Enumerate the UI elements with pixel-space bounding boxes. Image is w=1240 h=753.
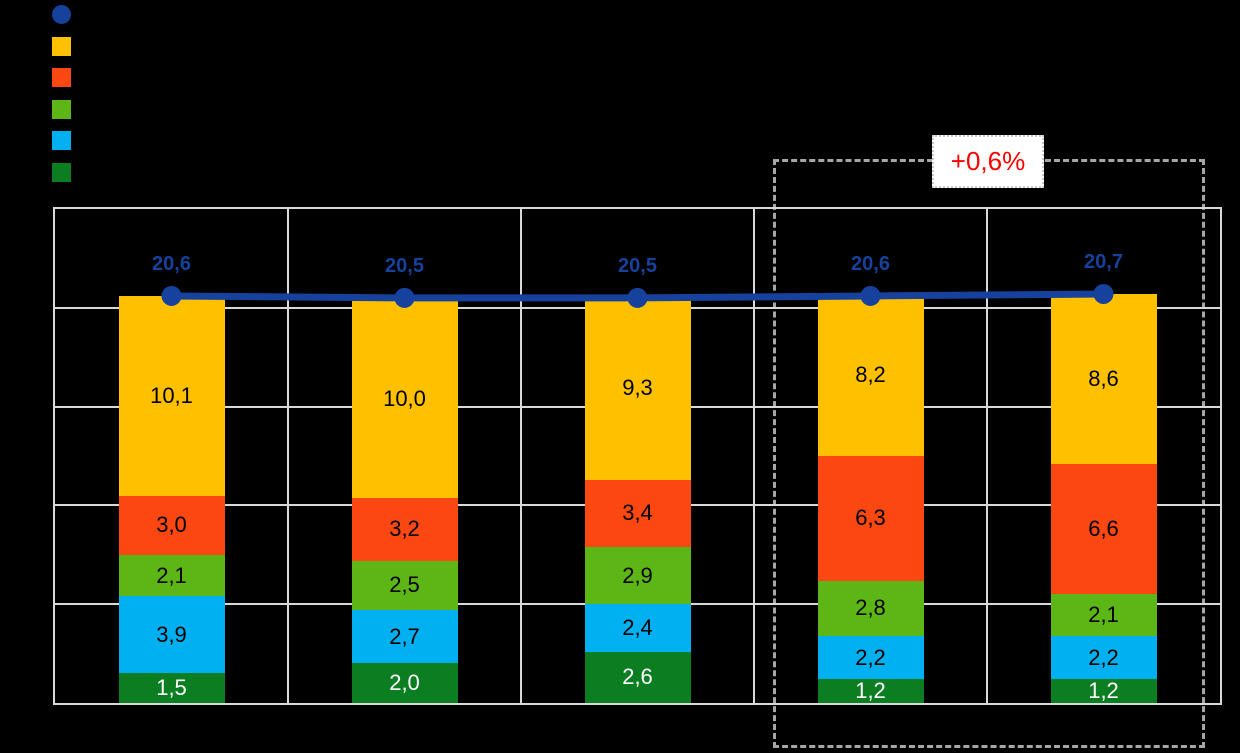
legend-marker-lightblue-segment — [52, 131, 71, 150]
change-callout-box: +0,6% — [932, 135, 1044, 188]
line-point-value-label: 20,6 — [851, 252, 890, 275]
legend-marker-yellow-segment — [52, 37, 71, 56]
chart-legend — [0, 0, 260, 190]
bar-segment-dark-green: 1,2 — [1050, 678, 1157, 704]
bar-segment-value-label: 2,6 — [622, 664, 653, 690]
bar-segment-value-label: 2,9 — [622, 562, 653, 588]
bar-segment-value-label: 8,2 — [855, 361, 886, 387]
bar-segment-value-label: 3,0 — [156, 512, 187, 538]
chart-plot-area: 1,5 3,9 2,1 3,0 10,1 2,0 2,7 2,5 3,2 10,0 2,6 2,4 2,… — [53, 207, 1222, 705]
bar-segment-value-label: 3,9 — [156, 621, 187, 647]
bar-segment-value-label: 1,2 — [855, 678, 886, 704]
bar-segment-value-label: 2,8 — [855, 595, 886, 621]
gridline-vertical — [753, 209, 755, 703]
bar-segment-orange: 6,6 — [1050, 463, 1157, 595]
bar-segment-dark-green: 2,6 — [584, 651, 691, 703]
bar-segment-value-label: 2,7 — [389, 623, 420, 649]
bar-segment-green: 2,9 — [584, 546, 691, 605]
bar-segment-orange: 3,0 — [118, 495, 225, 555]
bar-segment-green: 2,1 — [1050, 594, 1157, 636]
bar-segment-light-blue: 2,2 — [817, 635, 924, 680]
bar-segment-value-label: 2,1 — [156, 562, 187, 588]
bar-segment-green: 2,8 — [817, 580, 924, 636]
bar-segment-value-label: 10,1 — [150, 382, 193, 408]
bar-segment-green: 2,1 — [118, 554, 225, 597]
bar-segment-value-label: 1,2 — [1088, 678, 1119, 704]
bar-segment-light-blue: 2,4 — [584, 604, 691, 652]
bar-segment-yellow: 10,1 — [118, 295, 225, 496]
legend-marker-orange-segment — [52, 68, 71, 87]
line-point-value-label: 20,5 — [385, 254, 424, 277]
gridline-vertical — [520, 209, 522, 703]
bar-segment-value-label: 1,5 — [156, 675, 187, 701]
bar-segment-yellow: 8,6 — [1050, 293, 1157, 464]
bar-segment-value-label: 9,3 — [622, 374, 653, 400]
bar-segment-light-blue: 3,9 — [118, 596, 225, 674]
bar-segment-value-label: 3,2 — [389, 516, 420, 542]
bar-segment-light-blue: 2,2 — [1050, 635, 1157, 680]
bar-segment-value-label: 10,0 — [383, 385, 426, 411]
bar-segment-value-label: 2,0 — [389, 670, 420, 696]
bar-segment-value-label: 2,1 — [1088, 602, 1119, 628]
bar-segment-value-label: 2,2 — [855, 644, 886, 670]
bar-segment-value-label: 2,2 — [1088, 644, 1119, 670]
line-point-value-label: 20,6 — [152, 252, 191, 275]
bar-segment-value-label: 2,5 — [389, 572, 420, 598]
change-callout-label: +0,6% — [950, 146, 1026, 176]
legend-marker-total-line — [52, 5, 71, 24]
bar-segment-value-label: 8,6 — [1088, 365, 1119, 391]
bar-segment-dark-green: 1,5 — [118, 673, 225, 703]
bar-segment-light-blue: 2,7 — [351, 610, 458, 664]
bar-segment-yellow: 9,3 — [584, 295, 691, 480]
gridline-vertical — [287, 209, 289, 703]
gridline-vertical — [986, 209, 988, 703]
bar-segment-value-label: 6,6 — [1088, 516, 1119, 542]
bar-segment-orange: 3,2 — [351, 497, 458, 561]
bar-segment-orange: 6,3 — [817, 456, 924, 581]
bar-segment-yellow: 8,2 — [817, 293, 924, 456]
line-point-value-label: 20,5 — [618, 254, 657, 277]
bar-segment-green: 2,5 — [351, 560, 458, 611]
legend-marker-green-segment — [52, 100, 71, 119]
legend-marker-darkgreen-segment — [52, 163, 71, 182]
bar-segment-value-label: 6,3 — [855, 505, 886, 531]
bar-segment-yellow: 10,0 — [351, 299, 458, 498]
bar-segment-orange: 3,4 — [584, 479, 691, 547]
bar-segment-dark-green: 2,0 — [351, 663, 458, 703]
bar-segment-dark-green: 1,2 — [817, 678, 924, 704]
bar-segment-value-label: 2,4 — [622, 614, 653, 640]
bar-segment-value-label: 3,4 — [622, 500, 653, 526]
line-point-value-label: 20,7 — [1084, 250, 1123, 273]
